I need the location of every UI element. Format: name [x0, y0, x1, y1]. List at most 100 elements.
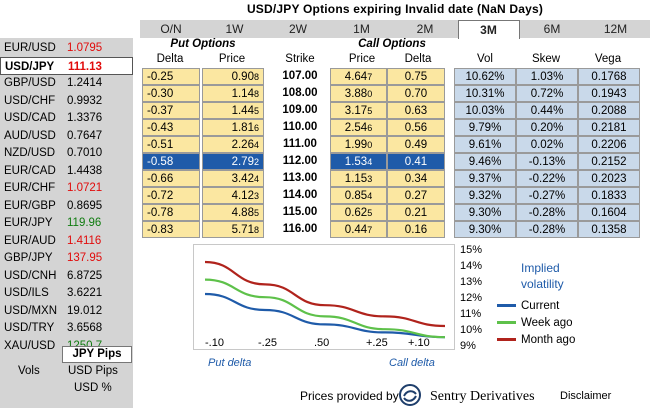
skew-cell: 0.72%	[516, 85, 578, 102]
pair-price: 0.8695	[67, 199, 103, 212]
call-price-cell-subdigit: 4	[367, 191, 373, 201]
usd-percent-option[interactable]: USD %	[74, 382, 112, 394]
call-price-cell-value: 0.62	[344, 207, 368, 219]
vega-cell-value: 0.1943	[591, 88, 627, 100]
table-row[interactable]: -0.66 3.424 113.00 1.153 0.34 9.37% -0.22% 0.20…	[140, 170, 640, 187]
call-price-header: Price	[348, 53, 376, 65]
put-delta-cell: -0.83	[142, 221, 200, 238]
pair-row[interactable]: GBP/JPY 137.95	[0, 249, 133, 267]
table-row[interactable]: -0.83 5.718 116.00 0.447 0.16 9.30% -0.28% 0.13…	[140, 221, 640, 238]
legend-item: Month ago	[497, 334, 575, 346]
put-price-cell-subdigit: 8	[253, 225, 259, 235]
call-delta-cell: 0.41	[387, 153, 445, 170]
tab-tenor[interactable]: 1W	[225, 22, 244, 36]
tab-tenor[interactable]: 6M	[543, 22, 561, 36]
sentry-brand[interactable]: Sentry Derivatives	[430, 389, 535, 404]
pair-row[interactable]: USD/CNH 6.8725	[0, 267, 133, 285]
skew-cell: 1.03%	[516, 68, 578, 85]
call-price-cell: 3.175	[330, 102, 387, 119]
put-price-cell: 4.123	[202, 187, 264, 204]
legend-label: Week ago	[521, 317, 573, 329]
pair-row[interactable]: EUR/AUD 1.4116	[0, 232, 133, 250]
call-price-cell-subdigit: 5	[367, 106, 373, 116]
vol-cell: 9.30%	[454, 204, 516, 221]
tab-tenor[interactable]: 1M	[353, 22, 370, 36]
put-delta-header: Delta	[156, 53, 184, 65]
pair-row[interactable]: EUR/GBP 0.8695	[0, 197, 133, 215]
call-price-cell-value: 2.54	[344, 122, 368, 134]
call-price-cell-value: 0.44	[344, 224, 368, 236]
put-price-cell-value: 3.42	[231, 173, 254, 185]
vega-cell: 0.1604	[578, 204, 640, 221]
pair-row[interactable]: EUR/CHF 1.0721	[0, 179, 133, 197]
legend-label: Month ago	[521, 334, 576, 346]
put-price-cell-subdigit: 6	[253, 123, 259, 133]
pair-row[interactable]: USD/MXN 19.012	[0, 302, 133, 320]
table-row[interactable]: -0.58 2.792 112.00 1.534 0.41 9.46% -0.13% 0.21…	[140, 153, 640, 170]
tab-tenor[interactable]: 2W	[289, 22, 307, 36]
pair-row[interactable]: EUR/CAD 1.4438	[0, 162, 133, 180]
call-price-cell: 2.546	[330, 119, 387, 136]
call-price-cell-subdigit: 7	[367, 72, 373, 82]
call-price-cell: 0.625	[330, 204, 387, 221]
table-row[interactable]: -0.43 1.816 110.00 2.546 0.56 9.79% 0.20% 0.218…	[140, 119, 640, 136]
put-price-cell-value: 2.26	[231, 139, 254, 151]
pair-row[interactable]: USD/TRY 3.6568	[0, 319, 133, 337]
strike-cell-value: 110.00	[282, 121, 318, 133]
y-tick-label: 9%	[460, 340, 476, 352]
pair-row[interactable]: USD/ILS 3.6221	[0, 284, 133, 302]
put-delta-cell-value: -0.51	[147, 139, 174, 151]
jpy-pips-toggle[interactable]: JPY Pips	[62, 346, 132, 363]
put-price-cell: 1.148	[202, 85, 264, 102]
put-delta-cell: -0.51	[142, 136, 200, 153]
tab-tenor[interactable]: 3M	[457, 20, 520, 39]
pair-row[interactable]: GBP/USD 1.2414	[0, 74, 133, 92]
pair-row[interactable]: USD/CAD 1.3376	[0, 109, 133, 127]
pair-row[interactable]: EUR/USD 1.0795	[0, 39, 133, 57]
skew-cell-value: 0.44%	[530, 105, 564, 117]
pair-price: 1.4116	[67, 234, 102, 247]
put-price-cell-value: 0.90	[231, 71, 254, 83]
strike-cell: 109.00	[268, 102, 332, 119]
put-price-cell-value: 4.12	[231, 190, 254, 202]
y-tick-label: 15%	[460, 244, 483, 256]
vol-cell: 10.03%	[454, 102, 516, 119]
disclaimer-link[interactable]: Disclaimer	[560, 390, 612, 402]
pair-price: 1.3376	[67, 112, 103, 124]
table-row[interactable]: -0.78 4.885 115.00 0.625 0.21 9.30% -0.28% 0.16…	[140, 204, 640, 221]
call-delta-header: Delta	[404, 53, 432, 65]
pair-name: USD/MXN	[4, 304, 58, 317]
tenor-tabs: O/N 1W 2W 1M 2M 3M 6M 12M	[140, 20, 650, 39]
series-line-current	[204, 292, 446, 339]
call-delta-cell-value: 0.16	[404, 224, 428, 236]
usd-pips-option[interactable]: USD Pips	[68, 365, 118, 377]
table-row[interactable]: -0.51 2.264 111.00 1.990 0.49 9.61% 0.02% 0.220…	[140, 136, 640, 153]
tab-tenor[interactable]: 2M	[416, 22, 434, 36]
table-row[interactable]: -0.25 0.908 107.00 4.647 0.75 10.62% 1.03% 0.17…	[140, 68, 640, 85]
strike-cell: 115.00	[268, 204, 332, 221]
y-tick-label: 13%	[460, 276, 483, 288]
vega-cell: 0.1768	[578, 68, 640, 85]
call-price-cell-subdigit: 6	[367, 123, 373, 133]
vega-cell-value: 0.2206	[591, 139, 627, 151]
pair-row[interactable]: AUD/USD 0.7647	[0, 127, 133, 145]
pair-price: 6.8725	[67, 269, 103, 282]
put-price-cell: 1.816	[202, 119, 264, 136]
call-price-cell-value: 1.53	[344, 156, 368, 168]
call-delta-cell-value: 0.70	[404, 88, 428, 100]
pair-row[interactable]: USD/JPY 111.13	[0, 56, 133, 75]
vols-label: Vols	[18, 365, 40, 377]
pair-name: EUR/CHF	[4, 182, 56, 194]
call-price-cell-subdigit: 4	[367, 157, 373, 167]
pair-name: GBP/JPY	[4, 252, 53, 264]
tab-tenor[interactable]: O/N	[160, 22, 182, 36]
pair-row[interactable]: USD/CHF 0.9932	[0, 92, 133, 110]
pair-row[interactable]: NZD/USD 0.7010	[0, 144, 133, 162]
table-row[interactable]: -0.72 4.123 114.00 0.854 0.27 9.32% -0.27% 0.18…	[140, 187, 640, 204]
tab-tenor[interactable]: 12M	[603, 22, 628, 36]
vol-cell: 9.37%	[454, 170, 516, 187]
put-delta-cell: -0.43	[142, 119, 200, 136]
table-row[interactable]: -0.37 1.445 109.00 3.175 0.63 10.03% 0.44% 0.20…	[140, 102, 640, 119]
table-row[interactable]: -0.30 1.148 108.00 3.880 0.70 10.31% 0.72% 0.19…	[140, 85, 640, 102]
pair-row[interactable]: EUR/JPY 119.96	[0, 214, 133, 232]
